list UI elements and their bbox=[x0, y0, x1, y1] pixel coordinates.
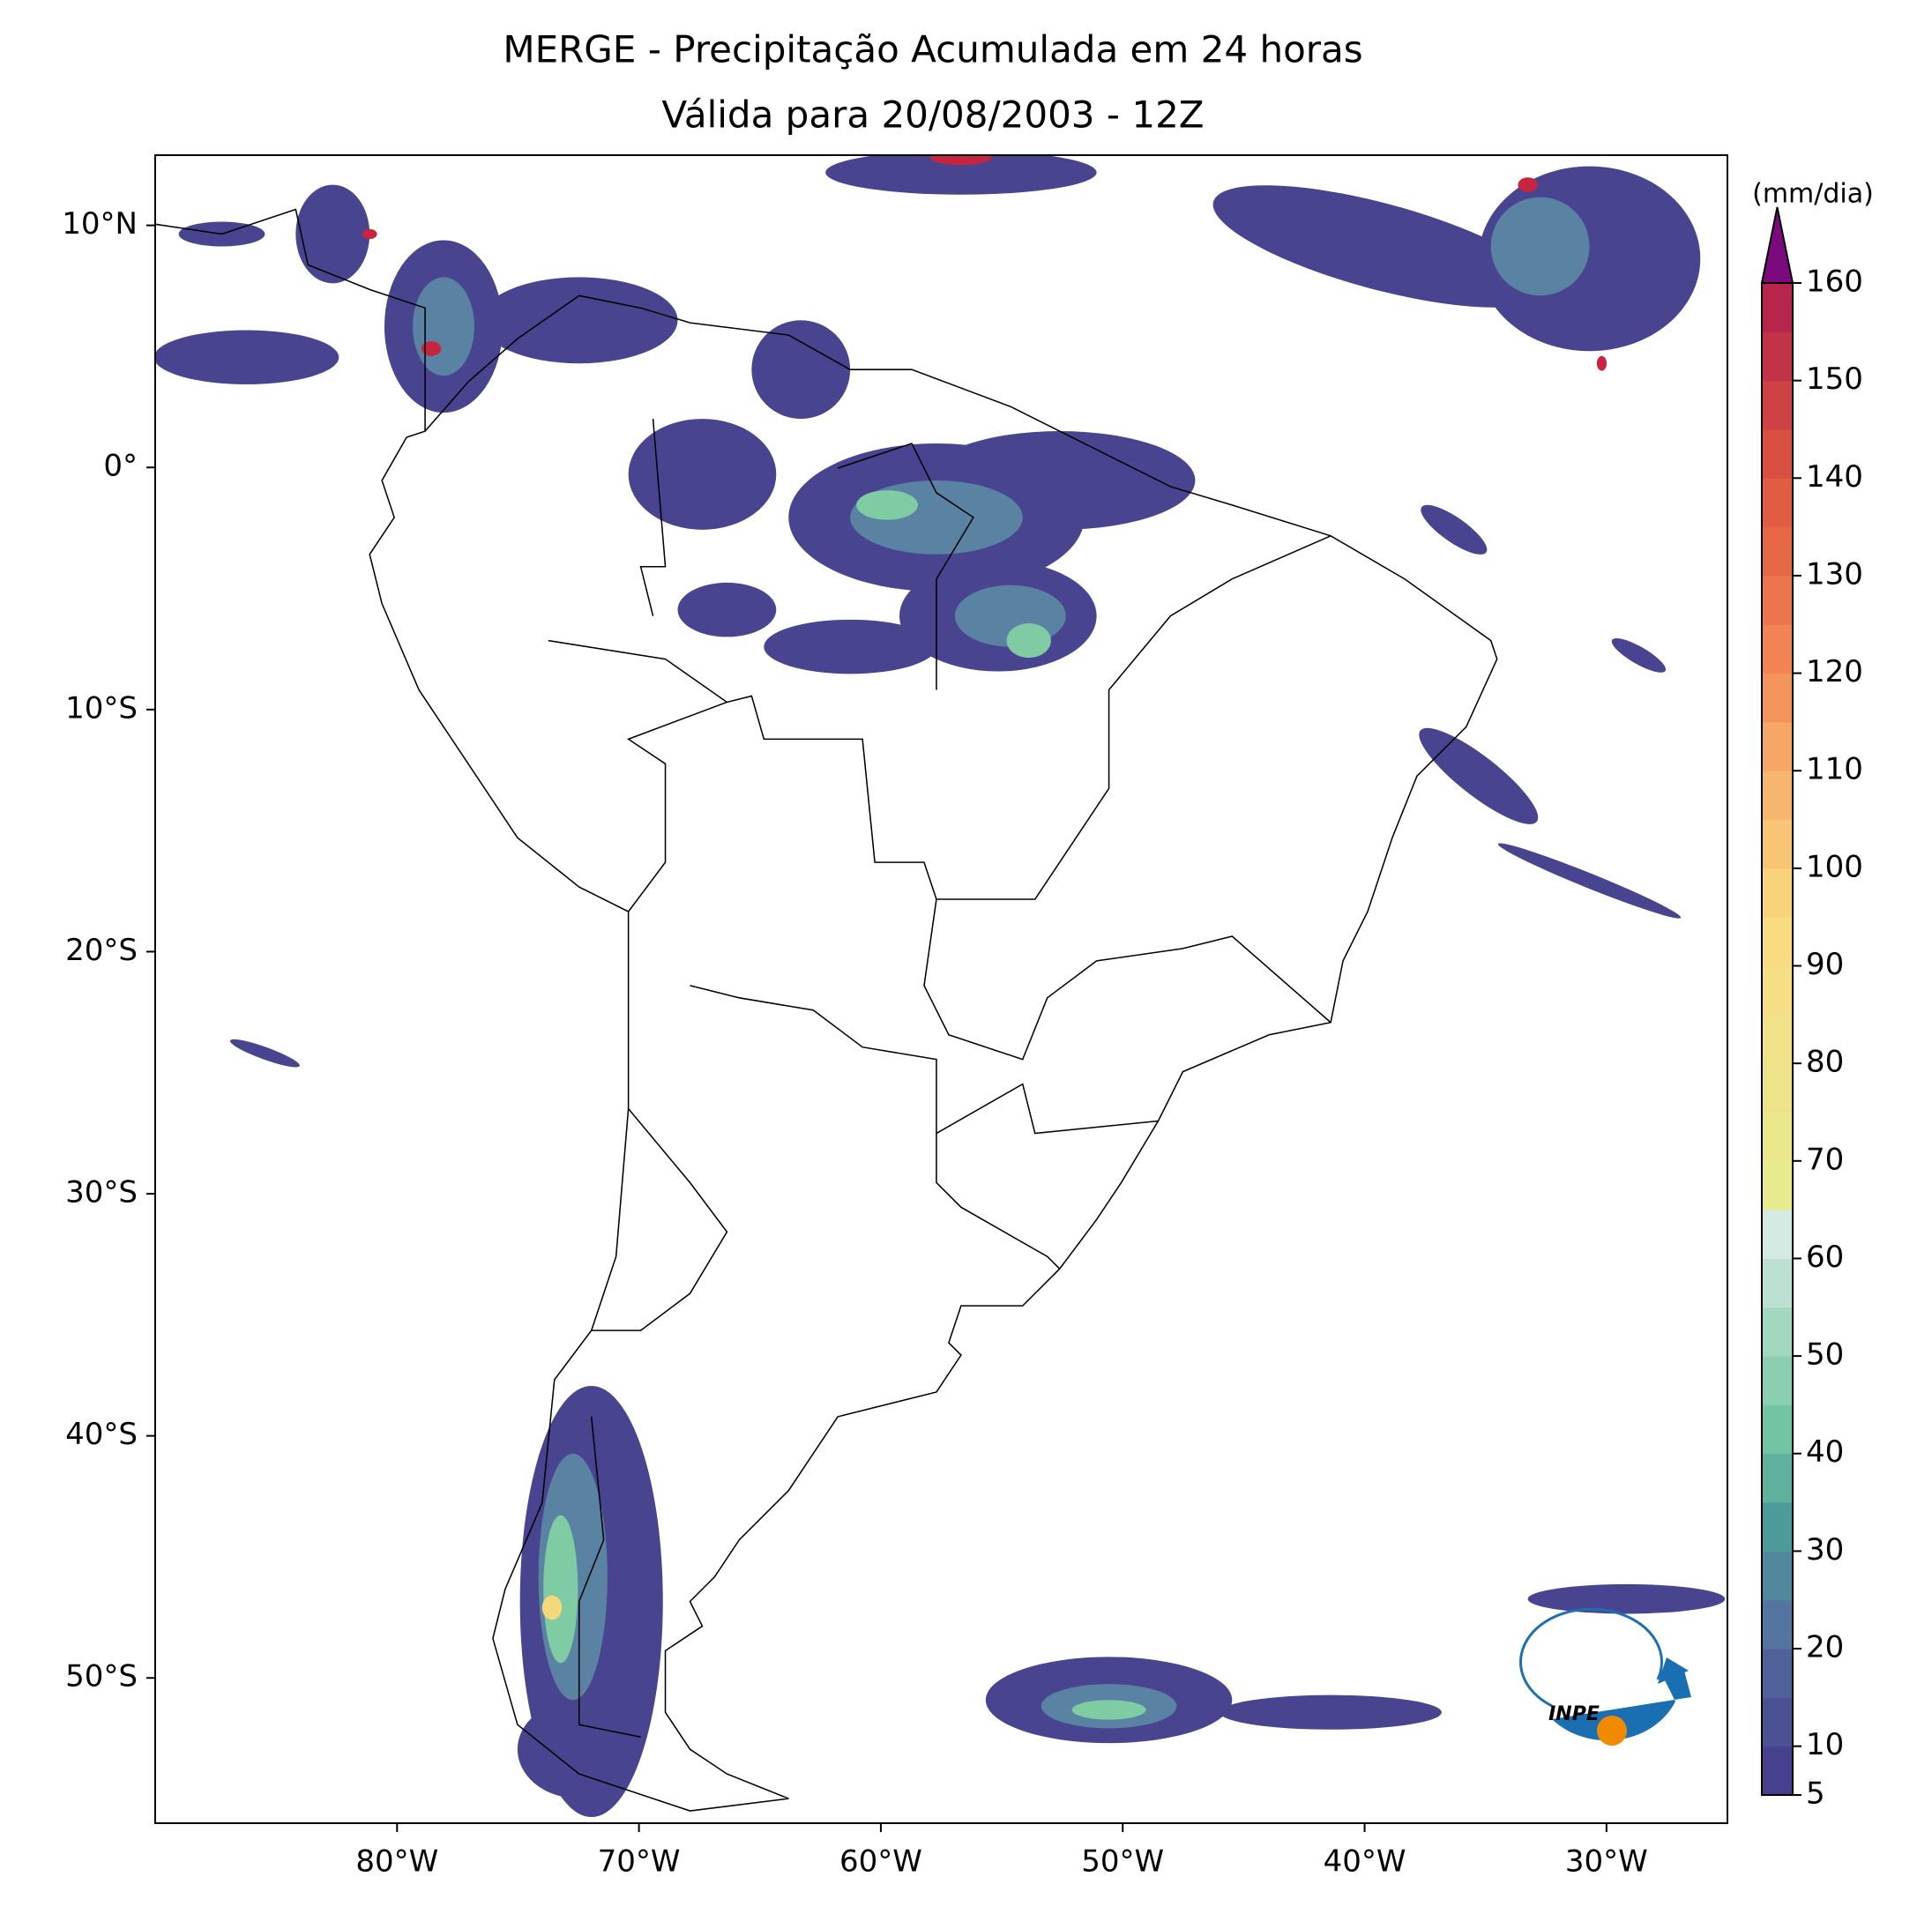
colorbar-tick-label: 80 bbox=[1806, 1045, 1844, 1080]
colorbar-tick-label: 20 bbox=[1806, 1630, 1844, 1665]
logo-sun bbox=[1597, 1716, 1627, 1746]
colorbar-segment bbox=[1762, 283, 1793, 332]
colorbar-segment bbox=[1762, 380, 1793, 430]
colorbar-segment bbox=[1762, 771, 1793, 821]
colorbar-segment bbox=[1762, 1210, 1793, 1259]
y-tick-label: 50°S bbox=[65, 1659, 138, 1694]
map-frame bbox=[154, 154, 1728, 1824]
colorbar-tick-label: 90 bbox=[1806, 947, 1844, 982]
colorbar-tick-label: 60 bbox=[1806, 1240, 1844, 1275]
colorbar-outline bbox=[1761, 283, 1794, 1796]
colorbar-segment bbox=[1762, 1014, 1793, 1064]
colorbar-extend bbox=[1760, 206, 1794, 284]
y-tick-label: 30°S bbox=[65, 1175, 138, 1210]
title-line-1: MERGE - Precipitação Acumulada em 24 hor… bbox=[503, 28, 1362, 71]
colorbar-segment bbox=[1762, 331, 1793, 382]
colorbar-tick-label: 5 bbox=[1806, 1776, 1825, 1812]
colorbar-tick-label: 140 bbox=[1806, 459, 1863, 495]
x-tick-label: 30°W bbox=[1565, 1844, 1648, 1880]
colorbar-segment bbox=[1762, 1649, 1793, 1698]
x-tick-label: 60°W bbox=[839, 1844, 922, 1880]
colorbar-segment bbox=[1762, 1258, 1793, 1308]
colorbar-segment bbox=[1762, 478, 1793, 528]
colorbar-segment bbox=[1762, 1453, 1793, 1503]
colorbar-tick-label: 130 bbox=[1806, 556, 1863, 592]
colorbar-tick-label: 120 bbox=[1806, 654, 1863, 689]
colorbar-segment bbox=[1762, 624, 1793, 674]
colorbar-tick-label: 10 bbox=[1806, 1727, 1844, 1762]
colorbar-label: (mm/dia) bbox=[1752, 179, 1874, 210]
colorbar-segment bbox=[1762, 526, 1793, 577]
y-tick-label: 10°N bbox=[62, 206, 138, 242]
colorbar-tick-label: 100 bbox=[1806, 849, 1863, 884]
colorbar-tick-label: 40 bbox=[1806, 1434, 1844, 1470]
colorbar-tick-label: 50 bbox=[1806, 1337, 1844, 1373]
colorbar-tick-label: 160 bbox=[1806, 264, 1863, 300]
x-tick-label: 40°W bbox=[1324, 1844, 1406, 1880]
colorbar-segment bbox=[1762, 721, 1793, 771]
colorbar-segment bbox=[1762, 965, 1793, 1016]
y-tick-label: 10°S bbox=[65, 690, 138, 726]
colorbar-segment bbox=[1762, 868, 1793, 918]
title-line-2: Válida para 20/08/2003 - 12Z bbox=[661, 93, 1204, 137]
colorbar-tick-label: 30 bbox=[1806, 1532, 1844, 1568]
logo-arrow bbox=[1658, 1657, 1689, 1684]
logo-swoosh bbox=[1552, 1671, 1691, 1741]
map-area bbox=[155, 155, 1726, 1818]
colorbar-segment bbox=[1762, 917, 1793, 967]
colorbar-tick-label: 110 bbox=[1806, 752, 1863, 787]
colorbar-segment bbox=[1762, 1404, 1793, 1455]
colorbar-segment bbox=[1762, 673, 1793, 723]
y-tick-label: 20°S bbox=[65, 933, 138, 968]
colorbar-segment bbox=[1762, 1551, 1793, 1601]
colorbar-segment bbox=[1762, 1063, 1793, 1113]
colorbar-segment bbox=[1762, 819, 1793, 869]
x-tick-label: 80°W bbox=[355, 1844, 438, 1880]
x-tick-label: 50°W bbox=[1081, 1844, 1164, 1880]
colorbar-segment bbox=[1762, 1112, 1793, 1162]
x-tick-label: 70°W bbox=[598, 1844, 681, 1880]
colorbar-segment bbox=[1762, 1307, 1793, 1357]
colorbar-segment bbox=[1762, 575, 1793, 625]
colorbar-tick-label: 150 bbox=[1806, 361, 1863, 397]
colorbar-segment bbox=[1762, 1356, 1793, 1405]
colorbar-segment bbox=[1762, 1746, 1793, 1796]
colorbar-segment bbox=[1762, 1160, 1793, 1210]
logo-orbit bbox=[1519, 1607, 1663, 1708]
colorbar-segment bbox=[1762, 428, 1793, 479]
inpe-logo: INPE bbox=[1519, 1607, 1691, 1746]
colorbar-segment bbox=[1762, 1502, 1793, 1552]
colorbar-tick-label: 70 bbox=[1806, 1142, 1844, 1177]
colorbar-segment bbox=[1762, 1697, 1793, 1747]
colorbar-segment bbox=[1762, 1599, 1793, 1650]
colorbar: 5 10 20 30 40 50 60 70 80 90 100 110 120 130 140 150 160 bbox=[1760, 206, 1863, 1812]
y-tick-label: 0° bbox=[103, 449, 138, 484]
y-tick-label: 40°S bbox=[65, 1417, 138, 1452]
precipitation-fields bbox=[155, 155, 1726, 1818]
logo-text: INPE bbox=[1548, 1703, 1600, 1725]
